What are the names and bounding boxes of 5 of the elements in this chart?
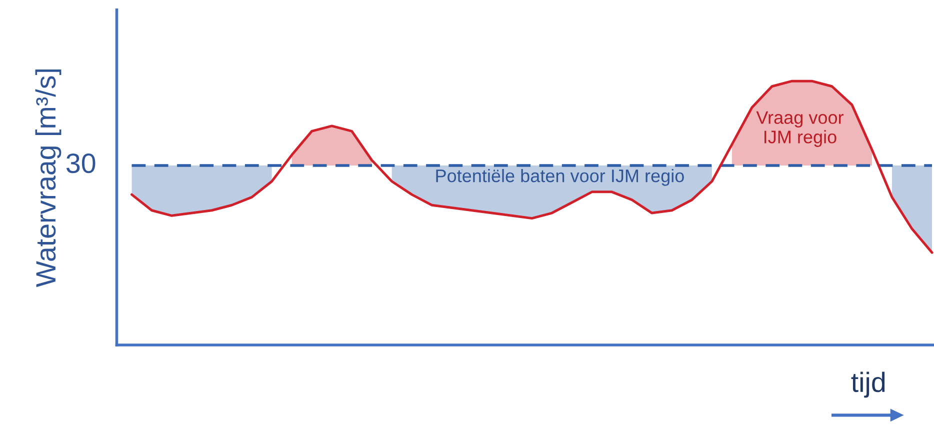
annotation: Vraag voor IJM regio xyxy=(756,111,844,147)
annotation: Potentiële baten voor IJM regio xyxy=(436,168,684,186)
text: 30 xyxy=(66,153,96,174)
y-axis-title: Watervraag [m³/s] xyxy=(35,70,62,288)
x-axis-title: tijd xyxy=(851,372,885,398)
